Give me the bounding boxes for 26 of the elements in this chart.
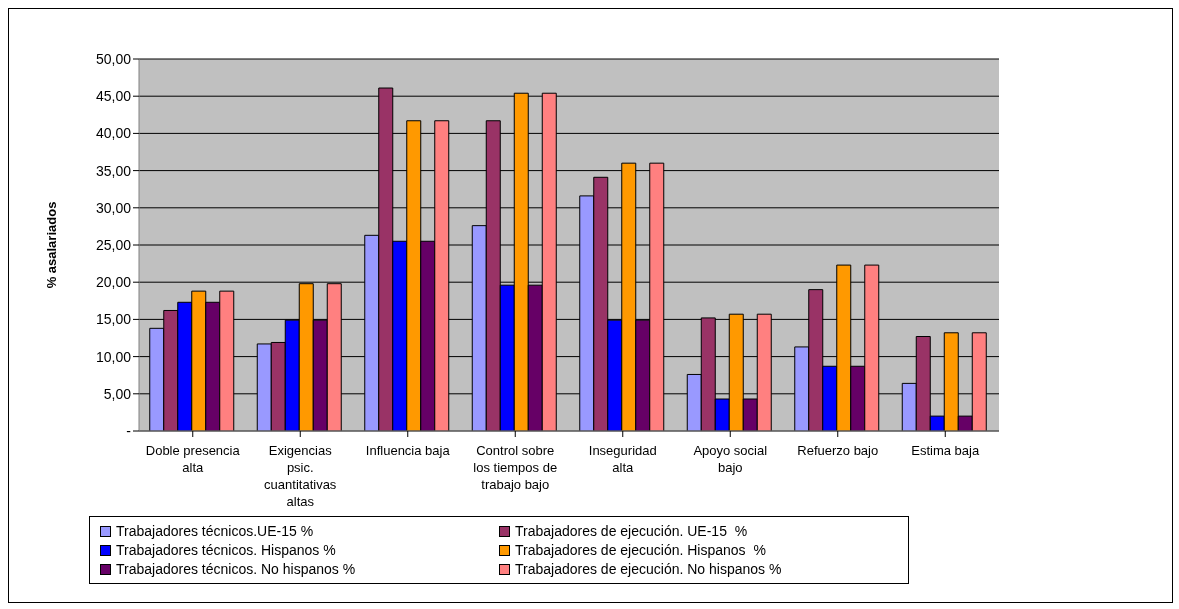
y-tick-label: 25,00	[95, 236, 132, 253]
y-tick-label: 40,00	[95, 125, 132, 142]
x-tick-label: Inseguridad alta	[588, 443, 657, 475]
x-tick-label: Exigencias psic. cuantitativas altas	[264, 443, 337, 509]
legend-label: Trabajadores técnicos. No hispanos %	[116, 561, 356, 577]
x-tick-label: Doble presencia alta	[145, 443, 241, 475]
legend-label: Trabajadores de ejecución. Hispanos %	[515, 542, 766, 558]
y-tick-label: 50,00	[95, 50, 132, 67]
x-tick-label: Estima baja	[911, 443, 980, 458]
legend-label: Trabajadores de ejecución. No hispanos %	[515, 561, 782, 577]
legend-label: Trabajadores de ejecución. UE-15 %	[515, 523, 748, 539]
legend-label: Trabajadores técnicos. Hispanos %	[116, 542, 336, 558]
y-tick-label: 30,00	[95, 199, 132, 216]
x-tick-label: Influencia baja	[365, 443, 451, 458]
y-tick-label: 5,00	[103, 385, 132, 402]
x-tick-label: Refuerzo bajo	[797, 443, 879, 458]
y-tick-label: 35,00	[95, 162, 132, 179]
y-tick-label: 45,00	[95, 88, 132, 105]
x-tick-label: Control sobre los tiempos de trabajo bajo	[473, 443, 558, 492]
y-tick-label: 15,00	[95, 311, 132, 328]
y-axis-title: % asalariados	[43, 201, 59, 289]
legend-label: Trabajadores técnicos.UE-15 %	[116, 523, 314, 539]
y-tick-label: 10,00	[95, 348, 132, 365]
x-tick-label: Apoyo social bajo	[693, 443, 768, 475]
y-tick-label: -	[126, 422, 132, 439]
y-tick-label: 20,00	[95, 274, 132, 291]
